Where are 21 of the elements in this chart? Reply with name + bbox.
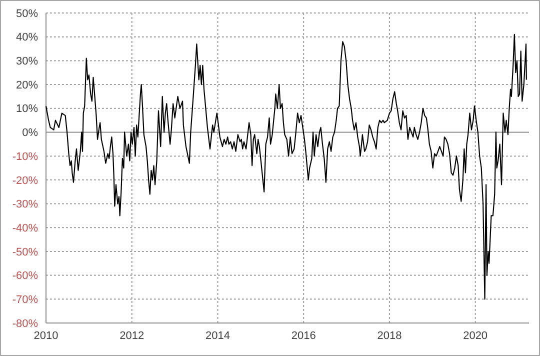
y-tick-label: 10% — [16, 103, 38, 116]
x-tick-label: 2016 — [291, 330, 316, 342]
y-tick-label: -50% — [12, 246, 38, 258]
y-tick-label: -60% — [12, 270, 38, 282]
y-tick-label: -10% — [12, 150, 38, 163]
x-tick-label: 2020 — [463, 330, 488, 342]
y-tick-label: 40% — [16, 32, 38, 44]
y-tick-label: 20% — [16, 79, 38, 92]
x-tick-label: 2012 — [120, 330, 144, 342]
y-tick-label: 0% — [22, 127, 38, 140]
y-tick-label: -20% — [12, 174, 38, 187]
y-tick-label: 50% — [16, 8, 38, 20]
y-tick-label: 30% — [16, 56, 38, 68]
x-tick-label: 2014 — [205, 330, 230, 342]
y-tick-label: -30% — [12, 198, 38, 211]
x-tick-label: 2010 — [34, 330, 58, 342]
line-series — [45, 34, 527, 300]
y-tick-label: -40% — [12, 222, 38, 234]
y-tick-label: -70% — [12, 294, 38, 306]
x-tick-label: 2018 — [377, 330, 402, 342]
y-tick-label: -80% — [12, 318, 38, 330]
